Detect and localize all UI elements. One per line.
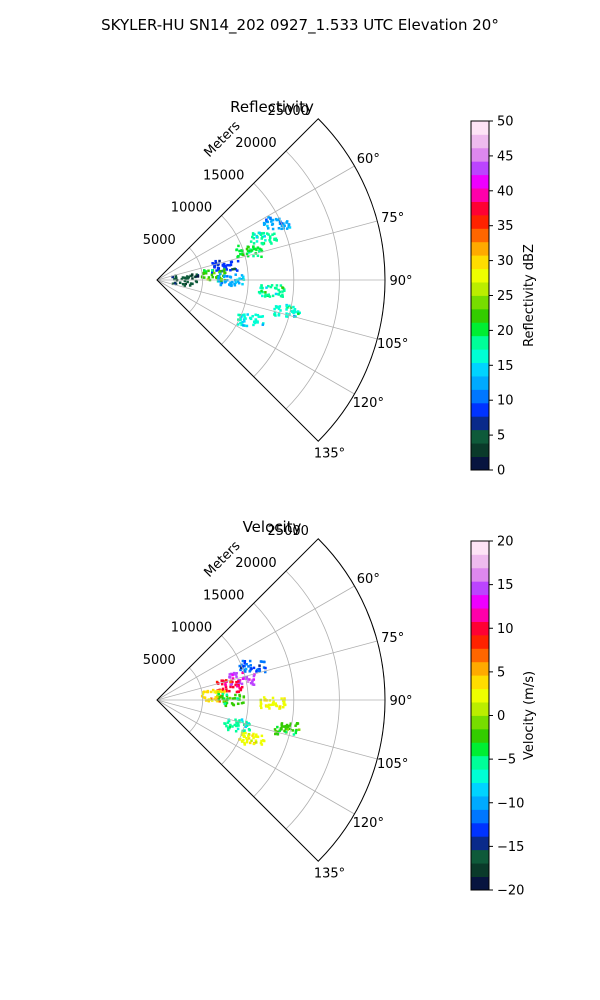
colorbar-tick-label: 40: [497, 184, 514, 199]
panel-title: Reflectivity: [230, 98, 314, 116]
colorbar-tick-label: 20: [497, 535, 514, 550]
axes-frame: [156, 538, 386, 862]
echo-cell: [235, 244, 264, 259]
colorbar-tick-label: −20: [497, 884, 524, 899]
range-tick-label: 25000: [268, 524, 309, 539]
colorbar-tick-label: 45: [497, 149, 514, 164]
angle-tick-label: 105°: [377, 757, 408, 772]
range-tick-label: 20000: [235, 136, 276, 151]
colorbar-tick-label: 0: [497, 709, 505, 724]
echo-cell: [217, 692, 246, 708]
colorbar-tick-label: 0: [497, 464, 505, 479]
range-tick-label: 15000: [203, 588, 244, 603]
range-tick-label: 10000: [171, 621, 212, 636]
echo-cell: [200, 268, 227, 283]
colorbar-tick-label: 5: [497, 665, 505, 680]
figure-title: SKYLER-HU SN14_202 0927_1.533 UTC Elevat…: [101, 16, 499, 34]
colorbar-label: Reflectivity dBZ: [522, 244, 537, 347]
angle-tick-label: 60°: [357, 152, 380, 167]
range-tick-label: 5000: [143, 233, 176, 248]
reflectivity-panel: Reflectivity60°75°90°105°120°135°5000100…: [143, 98, 537, 479]
colorbar-tick-label: 10: [497, 622, 514, 637]
range-tick-label: 10000: [171, 201, 212, 216]
panel-title: Velocity: [243, 518, 302, 536]
angle-tick-label: 75°: [381, 211, 404, 226]
angle-tick-label: 120°: [353, 816, 384, 831]
echo-cell: [228, 671, 256, 686]
range-tick-label: 25000: [268, 104, 309, 119]
angle-tick-label: 90°: [389, 694, 412, 709]
colorbar-tick-label: 35: [497, 219, 514, 234]
colorbar: −20 −15 −10 −5 0 5 10 15 20 Velocity (m/s): [470, 535, 537, 899]
range-tick-label: 20000: [235, 556, 276, 571]
echo-cell: [236, 313, 265, 328]
colorbar-tick-label: 10: [497, 394, 514, 409]
angle-tick-label: 60°: [357, 572, 380, 587]
echo-cell: [262, 216, 292, 231]
velocity-panel: Velocity 60° 75° 90° 105° 120° 135° 5000 10000 15…: [143, 518, 537, 899]
angle-tick-label: 75°: [381, 631, 404, 646]
echo-cell: [257, 284, 286, 298]
echo-layer: [200, 659, 301, 746]
colorbar-label: Velocity (m/s): [522, 671, 537, 760]
echo-cell: [273, 722, 301, 736]
range-tick-label: 15000: [203, 168, 244, 183]
echo-cell: [171, 273, 200, 287]
echo-cell: [273, 303, 301, 318]
colorbar-tick-label: 20: [497, 324, 514, 339]
angle-tick-label: 120°: [353, 396, 384, 411]
echo-layer: [171, 216, 301, 328]
echo-cell: [259, 696, 287, 710]
colorbar-tick-label: 50: [497, 115, 514, 130]
echo-cell: [249, 231, 278, 246]
echo-cell: [238, 731, 266, 746]
polar-grid: [156, 538, 386, 862]
colorbar-tick-label: 5: [497, 429, 505, 444]
colorbar-tick-label: 30: [497, 254, 514, 269]
colorbar-tick-label: −15: [497, 840, 524, 855]
colorbar: 0 5 10 15 20 25 30 35 40 45 50 Reflectivity dBZ: [470, 115, 537, 479]
colorbar-tick-label: −5: [497, 753, 516, 768]
angle-tick-label: 105°: [377, 337, 408, 352]
echo-cell: [223, 718, 251, 733]
colorbar-tick-label: 15: [497, 359, 514, 374]
angle-tick-label: 135°: [314, 447, 345, 462]
colorbar-tick-label: −10: [497, 796, 524, 811]
colorbar-tick-label: 25: [497, 289, 514, 304]
angle-tick-label: 90°: [389, 274, 412, 289]
angle-tick-label: 135°: [314, 867, 345, 882]
polar-grid: [156, 118, 386, 442]
range-tick-label: 5000: [143, 653, 176, 668]
colorbar-tick-label: 15: [497, 578, 514, 593]
axes-frame: [156, 118, 386, 442]
